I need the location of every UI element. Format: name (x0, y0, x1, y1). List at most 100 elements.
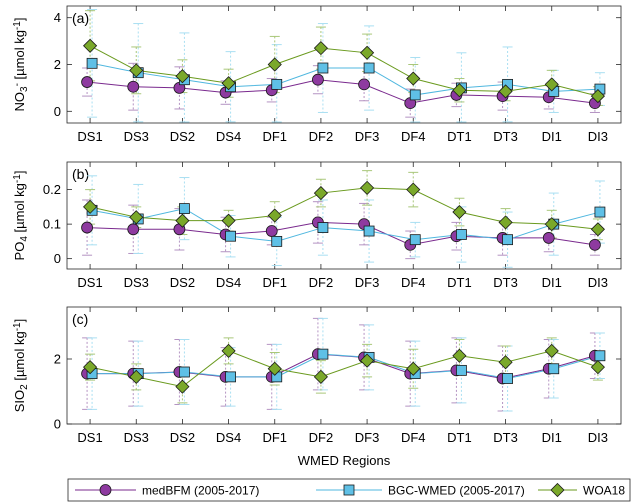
series-line (89, 45, 599, 97)
data-point (129, 63, 144, 78)
data-point (317, 62, 329, 74)
x-tick-label: DS1 (77, 129, 102, 144)
y-axis-label-part: 2 (19, 384, 30, 390)
data-point (313, 369, 328, 384)
data-point (317, 222, 329, 233)
panel-c: 0 2 DS1 DS3 DS2 DS4 DF1 DF2 DF3 DF4 DT1 DT3 DI1 DI3 (c… (12, 306, 622, 468)
x-tick-label: DS1 (77, 275, 102, 290)
data-point (502, 234, 513, 246)
legend-entry: medBFM (2005-2017) (75, 484, 259, 498)
y-axis-label-part: ] (12, 319, 27, 323)
y-axis-label: NO3- [µmol kg-1] (12, 18, 31, 112)
data-point (406, 182, 421, 197)
y-axis-label-part: -1 (12, 21, 23, 30)
y-axis-label: SIO2 [µmol kg-1] (12, 319, 31, 413)
data-point (225, 371, 236, 383)
data-point (452, 348, 467, 363)
series-line (89, 350, 599, 388)
data-point (590, 89, 605, 104)
x-tick-label: DS4 (216, 129, 241, 144)
data-point (175, 213, 190, 228)
data-point (312, 73, 324, 86)
data-point (83, 360, 98, 375)
data-point (594, 350, 606, 362)
y-tick-label: 2 (54, 57, 61, 72)
data-point (502, 373, 513, 384)
data-point (452, 83, 467, 98)
data-point (594, 206, 606, 218)
y-tick-label: 0.2 (43, 182, 61, 197)
data-point (409, 234, 421, 246)
y-tick-label: 0 (54, 417, 61, 432)
series-line (91, 208, 601, 242)
data-point (590, 360, 605, 375)
x-axis-label: WMED Regions (298, 453, 391, 468)
x-tick-label: DI1 (542, 275, 562, 290)
legend-marker (550, 482, 565, 498)
legend-label: WOA18 (583, 484, 625, 498)
x-tick-label: DF3 (355, 129, 380, 144)
data-point (127, 223, 140, 236)
data-point (363, 62, 375, 74)
panel-label: (a) (72, 10, 89, 26)
x-tick-label: DS4 (216, 275, 241, 290)
x-tick-label: DT1 (447, 129, 472, 144)
y-axis-label-part: 4 (19, 236, 30, 242)
x-tick-label: DS1 (77, 430, 102, 445)
x-tick-label: DI1 (542, 129, 562, 144)
y-tick-label: 4 (54, 10, 61, 25)
x-tick-label: DF3 (355, 430, 380, 445)
data-point (498, 84, 513, 99)
data-point (175, 379, 190, 394)
data-point (548, 363, 560, 375)
series-line (91, 62, 600, 96)
y-axis-label-part: 3 (19, 86, 30, 92)
data-point (221, 76, 236, 91)
data-point (590, 222, 605, 237)
y-axis-label-part: [µmol kg (12, 30, 27, 83)
data-point (360, 45, 375, 60)
data-point (221, 213, 236, 228)
x-tick-label: DS3 (124, 430, 149, 445)
x-tick-label: DF2 (309, 430, 334, 445)
legend: medBFM (2005-2017) BGC-WMED (2005-2017) WO… (67, 478, 631, 502)
y-tick-label: 0.1 (43, 217, 61, 232)
data-point (127, 80, 140, 93)
series-line (87, 79, 595, 104)
data-point (544, 77, 559, 92)
data-point (498, 215, 513, 230)
data-point (406, 71, 421, 86)
x-tick-label: DS2 (170, 275, 195, 290)
x-tick-label: DS2 (170, 430, 195, 445)
y-axis-label-part: - (12, 83, 23, 86)
panel-label: (c) (72, 311, 88, 327)
data-point (452, 204, 467, 220)
y-axis-label-part: -1 (12, 174, 23, 183)
legend-entry: WOA18 (538, 482, 625, 498)
x-tick-label: DI1 (542, 430, 562, 445)
y-axis-label-part: PO (12, 242, 27, 261)
data-point (81, 76, 93, 88)
x-tick-label: DS4 (216, 430, 241, 445)
data-point (456, 229, 467, 240)
data-point (271, 78, 283, 90)
data-point (544, 217, 559, 232)
x-tick-label: DF1 (262, 129, 287, 144)
data-point (221, 343, 236, 358)
y-axis-label-part: ] (12, 18, 27, 22)
x-tick-label: DI3 (588, 129, 608, 144)
x-tick-label: DF4 (401, 430, 426, 445)
y-axis-label-part: [µmol kg (12, 331, 27, 384)
data-point (406, 361, 421, 376)
data-point (360, 353, 375, 368)
x-tick-label: DT3 (493, 129, 518, 144)
data-point (313, 41, 328, 56)
data-point (129, 369, 144, 384)
data-point (363, 225, 375, 237)
data-point (271, 235, 283, 247)
data-point (542, 232, 555, 244)
data-point (589, 238, 601, 251)
x-tick-label: DF4 (401, 129, 426, 144)
x-tick-label: DT1 (447, 430, 472, 445)
